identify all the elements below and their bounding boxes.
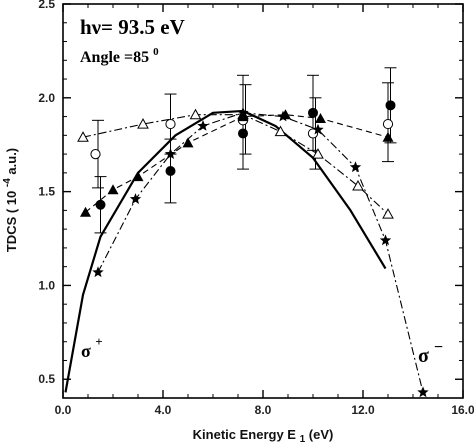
y-tick-label: 1.5 — [38, 185, 55, 199]
star-point — [197, 119, 209, 131]
filled-circle-point — [238, 128, 248, 139]
chart-subtitle-superscript: 0 — [153, 46, 159, 58]
sigma-plus-base: σ — [81, 341, 91, 361]
sigma-minus-label: σ − — [418, 339, 443, 367]
chart-subtitle: Angle =85 0 — [80, 46, 159, 66]
series-line-open-triangle — [82, 114, 389, 215]
open-circle-point — [307, 128, 319, 139]
sigma-plus-superscript: + — [95, 334, 102, 349]
filled-triangle-point — [237, 111, 249, 122]
sigma-minus-superscript: − — [434, 339, 443, 356]
series-lines — [64, 109, 424, 393]
sigma-plus-label: σ + — [81, 334, 103, 361]
filled-triangle-point — [382, 131, 394, 142]
star-point — [237, 106, 249, 118]
marker-group — [77, 100, 429, 398]
open-triangle-point — [137, 118, 149, 129]
tick-group: 0.0 4.0 8.0 12.0 16.0 0.5 1.0 1.5 2.0 2.5 — [38, 0, 474, 417]
chart-title: hν= 93.5 eV — [80, 15, 185, 39]
x-axis-title-unit: (eV) — [309, 427, 334, 442]
filled-circle-point — [385, 100, 396, 111]
y-tick-label: 2.5 — [38, 0, 55, 11]
theory-curve — [64, 109, 387, 393]
filled-circle-point — [165, 165, 176, 176]
filled-triangle-point — [132, 171, 144, 182]
star-point — [164, 148, 177, 159]
x-tick-label: 0.0 — [55, 403, 72, 417]
star-point — [349, 161, 362, 173]
error-bar-group — [92, 67, 397, 234]
star-point — [129, 193, 142, 204]
open-circle-point — [90, 148, 101, 160]
x-axis-title-subscript: 1 — [300, 434, 306, 443]
y-tick-label: 0.5 — [38, 372, 55, 386]
filled-circle-point — [308, 107, 318, 118]
y-tick-label: 1.0 — [38, 278, 55, 292]
filled-triangle-point — [315, 112, 326, 123]
y-axis-title-unit: a.u.) — [4, 148, 19, 175]
star-point — [417, 386, 429, 398]
series-line-filled-triangle — [85, 114, 389, 213]
open-triangle-point — [312, 148, 324, 159]
open-triangle-point — [77, 131, 89, 142]
star-point — [277, 110, 289, 122]
sigma-minus-base: σ — [418, 345, 429, 367]
open-circle-point — [382, 118, 394, 130]
filled-triangle-point — [80, 206, 91, 217]
y-tick-label: 2.0 — [38, 91, 55, 105]
x-axis-title: Kinetic Energy E 1 (eV) — [193, 427, 334, 443]
open-triangle-point — [274, 125, 287, 137]
open-circle-point — [165, 118, 176, 130]
y-axis-title-exponent: -4 — [2, 178, 13, 187]
star-point — [92, 266, 104, 278]
x-tick-label: 16.0 — [451, 403, 474, 417]
x-axis-title-main: Kinetic Energy E — [193, 427, 297, 442]
x-tick-label: 4.0 — [155, 403, 172, 417]
open-triangle-point — [189, 108, 202, 120]
filled-triangle-point — [107, 184, 119, 195]
series-line-star — [97, 112, 424, 393]
star-point — [379, 234, 392, 246]
open-triangle-point — [382, 208, 394, 219]
open-triangle-point — [352, 179, 364, 191]
filled-circle-point — [95, 199, 106, 210]
star-point — [312, 123, 324, 135]
x-tick-label: 12.0 — [351, 403, 375, 417]
y-axis-title: TDCS ( 10 -4 a.u.) — [0, 148, 19, 252]
y-axis-title-main: TDCS ( 10 — [4, 191, 19, 252]
x-tick-label: 8.0 — [255, 403, 272, 417]
filled-triangle-point — [182, 137, 194, 148]
chart-subtitle-text: Angle =85 — [80, 49, 149, 66]
